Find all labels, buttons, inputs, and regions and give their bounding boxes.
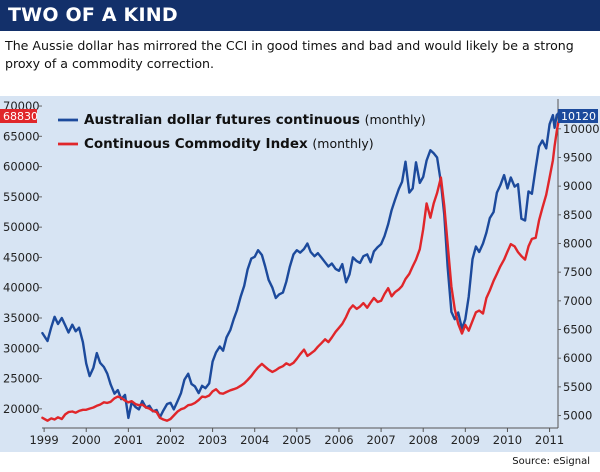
left-axis-tick-label: 65000 xyxy=(3,129,40,143)
plot-background xyxy=(0,96,600,452)
header-bar: TWO OF A KIND xyxy=(0,0,600,31)
x-axis-tick-label: 2007 xyxy=(366,433,395,447)
x-axis-tick-label: 2005 xyxy=(282,433,311,447)
left-value-badge-label: 68830 xyxy=(3,110,38,123)
right-axis-tick-label: 8000 xyxy=(563,236,592,250)
x-axis-tick-label: 2011 xyxy=(535,433,564,447)
right-axis-tick-label: 5000 xyxy=(563,409,592,423)
x-axis-tick-label: 2006 xyxy=(324,433,353,447)
x-axis-tick-label: 2003 xyxy=(198,433,227,447)
right-axis-tick-label: 5500 xyxy=(563,380,592,394)
right-axis-tick-label: 9500 xyxy=(563,150,592,164)
right-axis-tick-label: 9000 xyxy=(563,179,592,193)
left-axis-tick-label: 20000 xyxy=(3,402,40,416)
x-axis-tick-label: 2009 xyxy=(451,433,480,447)
chart-subtitle: The Aussie dollar has mirrored the CCI i… xyxy=(5,38,574,71)
left-axis-tick-label: 60000 xyxy=(3,160,40,174)
legend-series-note: (monthly) xyxy=(365,112,426,127)
left-axis-tick-label: 25000 xyxy=(3,372,40,386)
x-axis-tick-label: 2004 xyxy=(240,433,269,447)
left-axis-tick-label: 40000 xyxy=(3,281,40,295)
right-value-badge-label: 10120 xyxy=(561,110,596,123)
left-value-badge xyxy=(0,109,37,123)
cci-line xyxy=(41,120,560,422)
left-axis-tick-label: 30000 xyxy=(3,341,40,355)
right-axis-tick-label: 6500 xyxy=(563,323,592,337)
left-axis-tick-label: 35000 xyxy=(3,311,40,325)
left-axis-tick-label: 45000 xyxy=(3,250,40,264)
right-axis-tick-label: 10000 xyxy=(563,122,600,136)
x-axis-tick-label: 2001 xyxy=(114,433,143,447)
aud-futures-line xyxy=(41,111,560,420)
right-axis-tick-label: 7500 xyxy=(563,265,592,279)
source-note: Source: eSignal xyxy=(512,456,590,467)
right-axis-tick-label: 7000 xyxy=(563,294,592,308)
x-axis-tick-label: 2002 xyxy=(156,433,185,447)
x-axis-tick-label: 2008 xyxy=(409,433,438,447)
legend-series-name: Continuous Commodity Index xyxy=(84,136,312,152)
left-axis-tick-label: 50000 xyxy=(3,220,40,234)
legend-series-name: Australian dollar futures continuous xyxy=(84,112,365,128)
legend-label: Australian dollar futures continuous (mo… xyxy=(84,112,426,128)
right-value-badge xyxy=(558,109,598,123)
chart-title: TWO OF A KIND xyxy=(8,4,178,26)
legend-series-note: (monthly) xyxy=(312,136,373,151)
right-axis-tick-label: 6000 xyxy=(563,351,592,365)
legend-label: Continuous Commodity Index (monthly) xyxy=(84,136,374,152)
x-axis-tick-label: 1999 xyxy=(29,433,58,447)
x-axis-tick-label: 2000 xyxy=(72,433,101,447)
x-axis-tick-label: 2010 xyxy=(493,433,522,447)
right-axis-tick-label: 8500 xyxy=(563,208,592,222)
left-axis-tick-label: 55000 xyxy=(3,190,40,204)
